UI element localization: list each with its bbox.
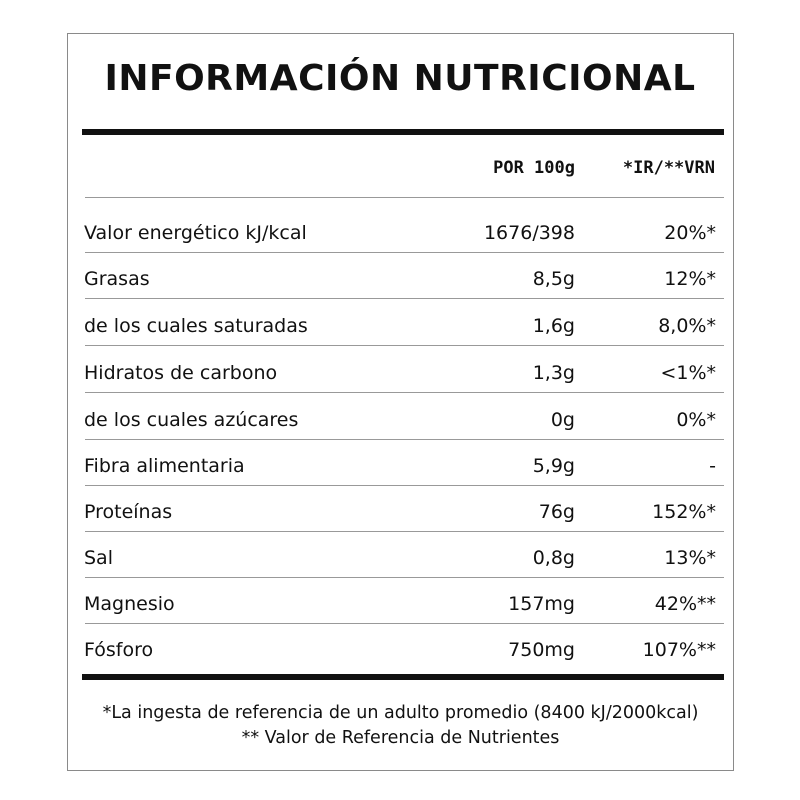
divider — [85, 392, 724, 393]
nutrient-ir: 8,0%* — [658, 315, 716, 337]
table-row: Fósforo 750mg 107%** — [84, 623, 716, 669]
table-row: Fibra alimentaria 5,9g - — [84, 439, 716, 485]
nutrient-label: de los cuales saturadas — [84, 315, 308, 337]
nutrient-ir: 20%* — [664, 222, 716, 244]
header-per-100g: POR 100g — [493, 158, 575, 178]
divider — [85, 345, 724, 346]
divider — [85, 298, 724, 299]
table-row: de los cuales saturadas 1,6g 8,0%* — [84, 299, 716, 345]
nutrient-ir: 42%** — [654, 593, 716, 615]
footnote-vrn: ** Valor de Referencia de Nutrientes — [241, 728, 560, 748]
divider — [85, 577, 724, 578]
nutrient-value: 76g — [538, 501, 575, 523]
nutrient-label: Grasas — [84, 268, 150, 290]
nutrient-value: 0,8g — [532, 547, 575, 569]
nutrient-label: Fósforo — [84, 639, 154, 661]
divider — [85, 531, 724, 532]
table-row: de los cuales azúcares 0g 0%* — [84, 393, 716, 439]
divider-thick-top — [82, 129, 724, 135]
table-row: Proteínas 76g 152%* — [84, 485, 716, 531]
table-row: Valor energético kJ/kcal 1676/398 20%* — [84, 198, 716, 252]
divider — [85, 485, 724, 486]
nutrient-label: de los cuales azúcares — [84, 409, 299, 431]
page-title: INFORMACIÓN NUTRICIONAL — [104, 58, 696, 99]
header-ir-vrn: *IR/**VRN — [622, 158, 715, 178]
nutrition-label-frame — [67, 33, 734, 771]
nutrient-value: 750mg — [508, 639, 575, 661]
table-row: Grasas 8,5g 12%* — [84, 252, 716, 298]
nutrient-label: Sal — [84, 547, 113, 569]
table-row: Sal 0,8g 13%* — [84, 531, 716, 577]
nutrient-label: Fibra alimentaria — [84, 455, 245, 477]
nutrient-value: 1676/398 — [483, 222, 575, 244]
nutrient-value: 1,6g — [532, 315, 575, 337]
divider-thick-bottom — [82, 674, 724, 680]
nutrient-ir: 107%** — [642, 639, 716, 661]
table-row: Hidratos de carbono 1,3g <1%* — [84, 346, 716, 392]
nutrient-label: Valor energético kJ/kcal — [84, 222, 307, 244]
table-row: Magnesio 157mg 42%** — [84, 577, 716, 623]
footnote-ir: *La ingesta de referencia de un adulto p… — [102, 703, 699, 723]
divider — [85, 252, 724, 253]
divider — [85, 439, 724, 440]
nutrient-value: 157mg — [508, 593, 575, 615]
nutrient-ir: 13%* — [664, 547, 716, 569]
nutrient-value: 0g — [550, 409, 575, 431]
nutrient-ir: 12%* — [664, 268, 716, 290]
divider — [85, 623, 724, 624]
nutrient-value: 5,9g — [532, 455, 575, 477]
nutrient-label: Hidratos de carbono — [84, 362, 278, 384]
nutrient-ir: <1%* — [660, 362, 716, 384]
nutrient-value: 1,3g — [532, 362, 575, 384]
nutrient-value: 8,5g — [532, 268, 575, 290]
nutrient-label: Magnesio — [84, 593, 175, 615]
divider — [85, 197, 724, 198]
nutrient-label: Proteínas — [84, 501, 173, 523]
nutrient-ir: 0%* — [676, 409, 716, 431]
nutrient-ir: 152%* — [652, 501, 716, 523]
nutrient-ir: - — [709, 455, 716, 477]
